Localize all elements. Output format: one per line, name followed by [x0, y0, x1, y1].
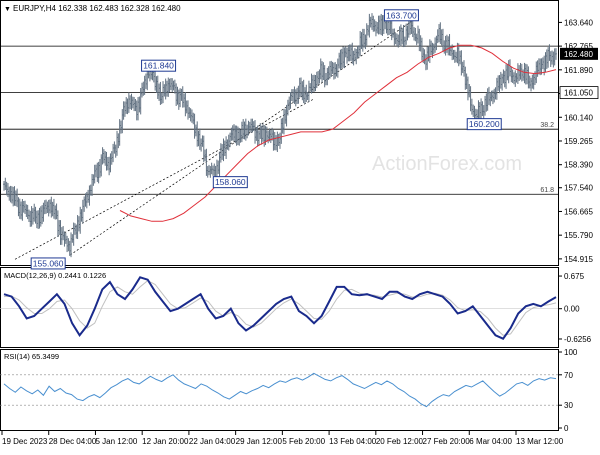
- annotation-label: 161.840: [143, 61, 174, 71]
- x-tick-label: 5 Feb 20:00: [282, 437, 325, 446]
- last-price-tag: [560, 47, 598, 60]
- rsi-panel: [0, 349, 559, 431]
- watermark: ActionForex.com: [372, 153, 522, 175]
- sma-path: [119, 44, 557, 222]
- x-tick-label: 5 Jan 12:00: [95, 437, 137, 446]
- horizontal-levels: [0, 45, 558, 195]
- level-tag: [559, 86, 599, 100]
- rsi-title: RSI(14) 65.3499: [4, 352, 59, 361]
- annotation-label: 158.060: [215, 177, 246, 187]
- annotation-label: 160.200: [469, 119, 500, 129]
- price-y-tick-label: 162.765: [564, 42, 593, 51]
- price-y-tick-label: 161.890: [564, 66, 593, 75]
- annotation-label: 155.060: [33, 258, 64, 268]
- price-y-axis: 163.640162.765161.890161.015160.140159.2…: [558, 18, 599, 264]
- rsi-y-tick-label: 30: [564, 401, 573, 410]
- x-tick-label: 13 Feb 04:00: [329, 437, 377, 446]
- x-tick-label: 20 Feb 12:00: [376, 437, 424, 446]
- price-annotations: 163.700 161.840 158.060 155.060 160.200 38.2 6…: [30, 9, 554, 270]
- x-tick-label: 28 Dec 04:00: [49, 437, 97, 446]
- trendline-lower: [14, 99, 314, 260]
- trendline-upper: [70, 20, 413, 256]
- macd-y-tick-label: -0.6256: [564, 335, 592, 344]
- price-panel: [0, 0, 559, 266]
- price-bars: [3, 13, 557, 258]
- rsi-y-axis: 100 70 30 0: [558, 348, 578, 433]
- rsi-line: [0, 372, 558, 408]
- level-tag-label: 161.050: [564, 89, 593, 98]
- macd-series-signal: [3, 280, 557, 336]
- x-tick-label: 22 Jan 04:00: [189, 437, 236, 446]
- sma-line: [119, 44, 557, 222]
- annotation-box: [141, 59, 177, 72]
- time-x-axis: 19 Dec 2023 28 Dec 04:00 5 Jan 12:00 12 Jan…: [1, 431, 564, 446]
- macd-y-tick-label: 0.00: [564, 305, 580, 314]
- macd-lines: [0, 276, 558, 340]
- macd-panel: [0, 267, 559, 348]
- price-y-tick-label: 160.140: [564, 113, 593, 122]
- annotation-box: [30, 257, 66, 270]
- fib-label: 61.8: [540, 187, 554, 194]
- x-tick-label: 27 Feb 20:00: [423, 437, 471, 446]
- annotation-box: [383, 9, 419, 22]
- rsi-y-tick-label: 100: [564, 348, 578, 357]
- annotation-box: [212, 176, 248, 189]
- symbol-header: EURJPY,H4 162.338 162.483 162.328 162.48…: [13, 4, 181, 13]
- price-y-tick-label: 157.540: [564, 184, 593, 193]
- annotation-box: [466, 118, 502, 131]
- rsi-y-tick-label: 0: [564, 424, 569, 433]
- price-y-tick-label: 154.915: [564, 255, 593, 264]
- macd-y-tick-label: 0.675: [564, 272, 585, 281]
- x-tick-label: 13 Mar 12:00: [516, 437, 564, 446]
- annotation-label: 163.700: [386, 10, 417, 20]
- x-tick-label: 29 Jan 12:00: [236, 437, 283, 446]
- fib-label: 38.2: [540, 122, 554, 129]
- symbol-arrow-icon: ▼: [4, 6, 11, 13]
- x-tick-label: 6 Mar 04:00: [469, 437, 512, 446]
- rsi-path: [3, 372, 557, 408]
- macd-y-axis: 0.675 0.00 -0.6256: [558, 272, 592, 344]
- x-tick-label: 12 Jan 20:00: [142, 437, 189, 446]
- x-tick-label: 19 Dec 2023: [2, 437, 48, 446]
- macd-title: MACD(12,26,9) 0.2441 0.1226: [4, 271, 106, 280]
- price-y-tick-label: 163.640: [564, 18, 593, 27]
- price-y-tick-label: 155.790: [564, 231, 593, 240]
- last-price-tag-label: 162.480: [564, 50, 593, 59]
- macd-series-macd: [3, 276, 557, 340]
- price-y-tick-label: 158.390: [564, 161, 593, 170]
- rsi-y-tick-label: 70: [564, 371, 573, 380]
- price-y-tick-label: 159.265: [564, 137, 593, 146]
- price-y-tick-label: 156.665: [564, 207, 593, 216]
